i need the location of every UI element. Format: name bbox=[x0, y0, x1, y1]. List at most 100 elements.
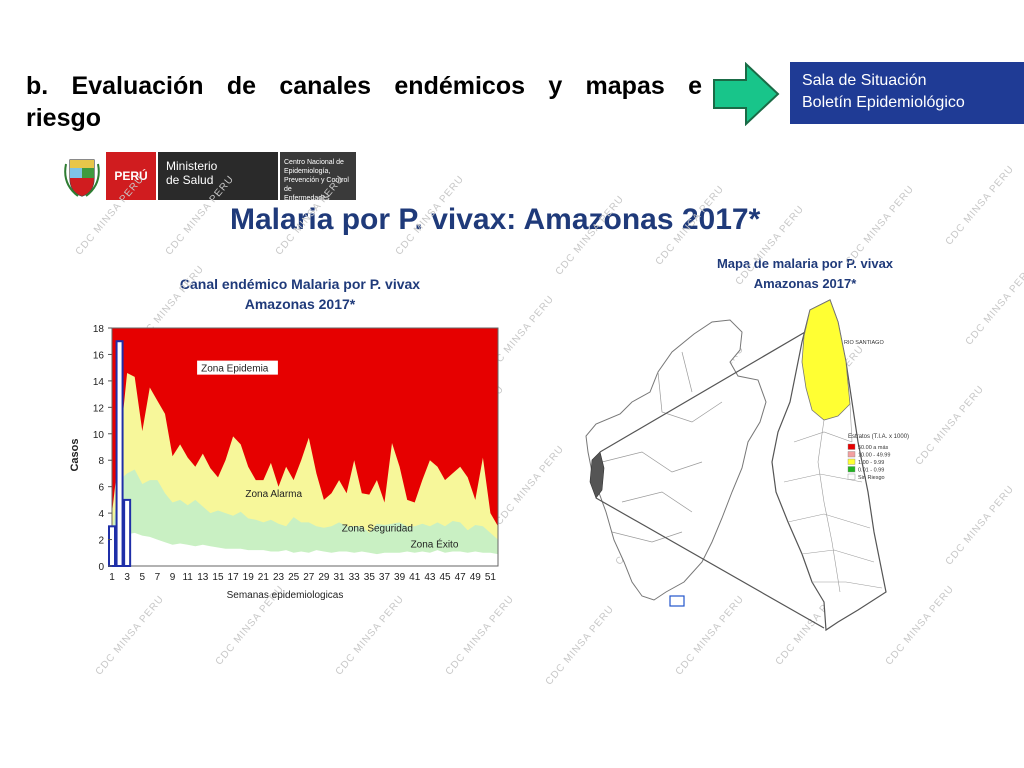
bulletin-badge: Sala de Situación Boletín Epidemiológico bbox=[790, 62, 1024, 124]
x-tick-label: 25 bbox=[288, 572, 300, 583]
chart-title: Canal endémico Malaria por P. vivax Amaz… bbox=[160, 274, 440, 314]
map-title-line-1: Mapa de malaria por P. vivax bbox=[716, 256, 894, 271]
slide-heading: b. Evaluación de canales endémicos y map… bbox=[26, 72, 702, 132]
zone-alarma-label: Zona Alarma bbox=[245, 489, 302, 500]
map-legend: Estratos (T.I.A. x 1000) 50.00 a más 10.0… bbox=[847, 434, 909, 481]
center-line-1: Centro Nacional de Epidemiología, bbox=[284, 159, 344, 175]
y-tick-label: 16 bbox=[93, 350, 105, 361]
x-tick-label: 27 bbox=[303, 572, 315, 583]
legend-title: Estratos (T.I.A. x 1000) bbox=[848, 434, 909, 440]
zone-seguridad-label-text: Zona Seguridad bbox=[342, 524, 413, 535]
plot-frame bbox=[111, 327, 499, 567]
x-tick-label: 49 bbox=[470, 572, 482, 583]
x-tick-label: 13 bbox=[197, 572, 209, 583]
map-title: Mapa de malaria por P. vivax Amazonas 20… bbox=[690, 254, 920, 294]
legend-label: 0.01 - 0.99 bbox=[858, 468, 884, 474]
x-tick-label: 11 bbox=[182, 572, 193, 583]
legend-label: Sin Riesgo bbox=[858, 475, 885, 481]
zoom-line-bottom bbox=[595, 497, 825, 629]
x-tick-label: 17 bbox=[228, 572, 240, 583]
ministry-logo: PERÚ Ministerio de Salud Centro Nacional… bbox=[60, 152, 356, 202]
y-tick-label: 10 bbox=[93, 430, 105, 441]
legend-swatch bbox=[847, 473, 856, 480]
x-tick-label: 51 bbox=[485, 572, 497, 583]
zone-epidemia-label-box bbox=[197, 360, 278, 375]
chart-title-line-1: Canal endémico Malaria por P. vivax bbox=[179, 276, 421, 292]
peru-internal-borders bbox=[601, 351, 723, 543]
x-tick-label: 45 bbox=[439, 572, 451, 583]
x-tick-label: 41 bbox=[409, 572, 421, 583]
x-tick-label: 1 bbox=[109, 572, 115, 583]
peru-map bbox=[585, 319, 767, 607]
y-tick-label: 8 bbox=[98, 456, 104, 467]
lake-titicaca-icon bbox=[669, 595, 685, 607]
watermark-text: CDC MINSA PERU bbox=[963, 263, 1024, 348]
legend-swatch bbox=[847, 458, 856, 465]
y-tick-label: 2 bbox=[98, 536, 104, 547]
legend-swatch bbox=[847, 451, 856, 458]
legend-label: 50.00 a más bbox=[858, 445, 889, 451]
legend-swatch bbox=[847, 466, 856, 473]
zone-epidemia-label: Zona Epidemia bbox=[197, 360, 278, 375]
zone-epidemia-label-text: Zona Epidemia bbox=[201, 364, 269, 375]
x-tick-label: 15 bbox=[212, 572, 224, 583]
y-tick-label: 6 bbox=[98, 483, 104, 494]
y-tick-label: 0 bbox=[98, 562, 104, 573]
zone-exito-label: Zona Éxito bbox=[411, 537, 459, 550]
case-bar-week-3 bbox=[123, 498, 132, 567]
chart-title-line-2: Amazonas 2017* bbox=[244, 296, 356, 312]
x-tick-label: 21 bbox=[258, 572, 270, 583]
zone-exito-area bbox=[112, 532, 498, 566]
map-title-line-2: Amazonas 2017* bbox=[753, 276, 857, 291]
x-tick-label: 3 bbox=[124, 572, 130, 583]
peru-outline bbox=[585, 319, 767, 601]
slide-title: Malaria por P. vivax: Amazonas 2017* bbox=[230, 203, 761, 236]
amazonas-outline bbox=[771, 299, 887, 632]
arrow-right-icon bbox=[713, 62, 780, 126]
x-tick-label: 19 bbox=[243, 572, 255, 583]
ministry-line-1: Ministerio bbox=[166, 159, 218, 173]
rio-santiago-district bbox=[801, 299, 851, 421]
x-tick-label: 31 bbox=[333, 572, 345, 583]
x-tick-label: 29 bbox=[318, 572, 330, 583]
legend-label: 1.00 - 9.99 bbox=[858, 460, 884, 466]
center-label: Centro Nacional de Epidemiología, Preven… bbox=[280, 152, 356, 202]
country-label: PERÚ bbox=[106, 152, 156, 200]
amazonas-risk-map: RIO SANTIAGO Estratos (T.I.A. x 1000) 50… bbox=[585, 299, 909, 632]
x-tick-label: 33 bbox=[349, 572, 361, 583]
legend-swatch bbox=[847, 443, 856, 450]
case-bar-week-2 bbox=[115, 340, 124, 567]
ministry-label: Ministerio de Salud bbox=[158, 152, 278, 200]
rio-santiago-label: RIO SANTIAGO bbox=[844, 340, 884, 346]
zoom-line-top bbox=[599, 327, 813, 453]
y-tick-label: 12 bbox=[93, 403, 105, 414]
x-tick-label: 43 bbox=[424, 572, 436, 583]
bulletin-line-2: Boletín Epidemiológico bbox=[802, 94, 965, 111]
amazonas-detail-map: RIO SANTIAGO bbox=[771, 299, 887, 632]
x-tick-label: 35 bbox=[364, 572, 376, 583]
center-line-3: Enfermedades bbox=[284, 195, 330, 202]
y-tick-label: 14 bbox=[93, 377, 105, 388]
x-tick-label: 5 bbox=[139, 572, 145, 583]
x-axis-label: Semanas epidemiologicas bbox=[227, 590, 344, 601]
y-tick-label: 18 bbox=[93, 324, 105, 335]
x-tick-label: 37 bbox=[379, 572, 391, 583]
watermark-text: CDC MINSA PERU bbox=[943, 163, 1017, 248]
zone-seguridad-area bbox=[112, 469, 498, 566]
x-tick-label: 7 bbox=[155, 572, 161, 583]
legend-label: 10.00 - 49.99 bbox=[858, 453, 890, 459]
x-tick-label: 9 bbox=[170, 572, 176, 583]
center-line-2: Prevención y Control de bbox=[284, 177, 349, 193]
y-axis-label: Casos bbox=[69, 438, 81, 471]
zone-alarma-label-text: Zona Alarma bbox=[245, 489, 302, 500]
zone-exito-label-text: Zona Éxito bbox=[411, 537, 459, 550]
bulletin-line-1: Sala de Situación bbox=[802, 72, 927, 89]
y-tick-label: 4 bbox=[98, 509, 104, 520]
coat-of-arms-icon bbox=[64, 159, 100, 197]
x-tick-label: 23 bbox=[273, 572, 285, 583]
case-bar-week-1 bbox=[108, 525, 116, 567]
x-tick-label: 39 bbox=[394, 572, 406, 583]
zone-seguridad-label: Zona Seguridad bbox=[342, 524, 413, 535]
district-borders bbox=[783, 403, 883, 593]
